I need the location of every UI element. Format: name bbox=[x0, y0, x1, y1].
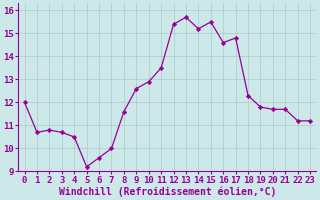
X-axis label: Windchill (Refroidissement éolien,°C): Windchill (Refroidissement éolien,°C) bbox=[59, 186, 276, 197]
